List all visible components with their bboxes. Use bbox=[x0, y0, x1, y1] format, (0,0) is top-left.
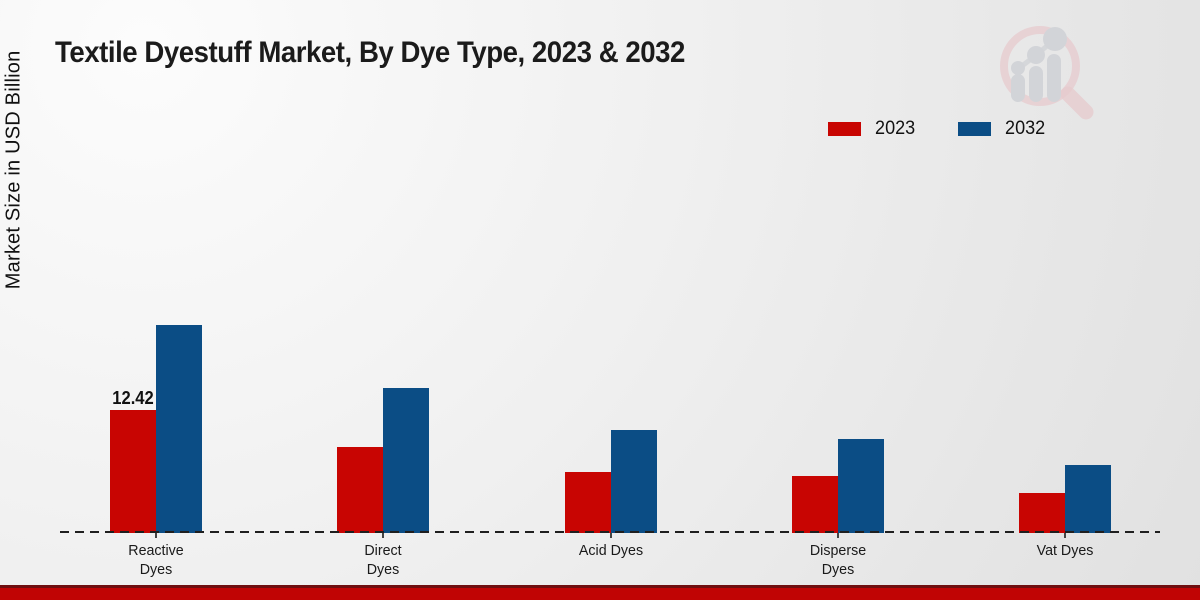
bar-value-label: 12.42 bbox=[112, 388, 154, 408]
chart-title: Textile Dyestuff Market, By Dye Type, 20… bbox=[55, 36, 685, 69]
legend-label: 2032 bbox=[1005, 118, 1046, 139]
legend-item-2023: 2023 bbox=[828, 118, 916, 140]
x-axis-tick bbox=[155, 533, 157, 538]
legend-swatch-icon bbox=[958, 122, 992, 136]
legend-item-2032: 2032 bbox=[958, 118, 1046, 140]
brand-logo-icon bbox=[1000, 26, 1094, 120]
bar-2032-vat-dyes bbox=[1065, 465, 1111, 533]
category-label-acid-dyes: Acid Dyes bbox=[578, 542, 643, 559]
x-axis-line bbox=[60, 531, 1160, 533]
bar-2032-direct-dyes bbox=[383, 388, 430, 533]
legend-swatch-icon bbox=[828, 122, 861, 136]
x-axis-tick bbox=[1064, 533, 1066, 538]
x-axis-tick bbox=[382, 533, 385, 538]
x-axis-tick bbox=[836, 533, 839, 538]
bar-2023-reactive-dyes bbox=[110, 410, 156, 533]
bar-2032-acid-dyes bbox=[610, 430, 657, 533]
category-label-reactive-dyes: Reactive Dyes bbox=[128, 542, 184, 578]
bar-2032-reactive-dyes bbox=[156, 325, 202, 533]
category-label-vat-dyes: Vat Dyes bbox=[1036, 542, 1094, 559]
bar-2023-acid-dyes bbox=[564, 472, 611, 533]
legend: 2023 2032 bbox=[828, 118, 1047, 140]
x-axis-tick bbox=[609, 533, 612, 538]
legend-label: 2023 bbox=[875, 118, 916, 139]
footer-accent-bar bbox=[0, 585, 1200, 600]
category-label-disperse-dyes: Disperse Dyes bbox=[809, 542, 866, 578]
bar-2032-disperse-dyes bbox=[837, 439, 884, 533]
bar-2023-disperse-dyes bbox=[791, 476, 838, 533]
bar-2023-direct-dyes bbox=[337, 447, 384, 533]
bar-2023-vat-dyes bbox=[1019, 493, 1065, 533]
category-label-direct-dyes: Direct Dyes bbox=[364, 542, 402, 578]
